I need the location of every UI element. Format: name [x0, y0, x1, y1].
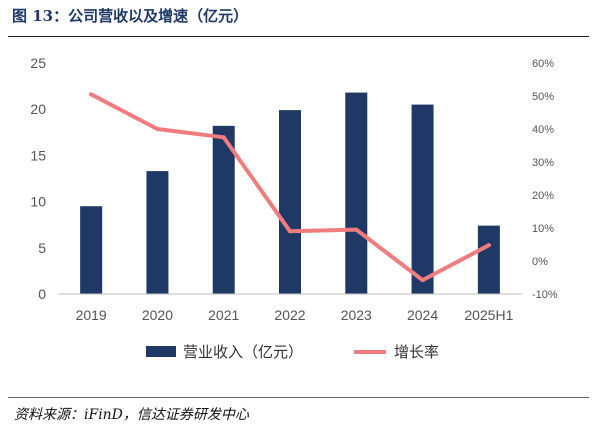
source-note: 资料来源：iFinD，信达证券研发中心	[14, 407, 249, 423]
bar-2023	[345, 92, 368, 295]
growth-point-2023	[354, 227, 359, 232]
bar-2025H1	[477, 225, 500, 294]
growth-point-2021	[221, 135, 226, 140]
source-rule	[8, 397, 589, 398]
right-tick-label: 40%	[532, 124, 554, 136]
x-tick-label: 2021	[208, 307, 239, 323]
bar-2021	[212, 125, 235, 294]
right-tick-label: 30%	[532, 157, 554, 169]
right-tick-label: 20%	[532, 190, 554, 202]
growth-point-2019	[89, 92, 94, 97]
figure-title: 图 13：公司营收以及增速（亿元）	[12, 7, 249, 25]
bar-2022	[279, 110, 301, 295]
bar-2020	[146, 171, 169, 294]
legend-bar-swatch	[146, 346, 176, 357]
line-series	[89, 92, 491, 283]
x-tick-label: 2024	[407, 307, 438, 323]
right-tick-label: 0%	[532, 256, 548, 268]
x-tick-label: 2023	[341, 307, 372, 323]
title-rule	[8, 36, 589, 37]
legend: 营业收入（亿元） 增长率	[146, 343, 439, 361]
bar-series	[80, 92, 500, 295]
left-tick-label: 15	[30, 147, 46, 163]
x-tick-label: 2019	[76, 307, 107, 323]
left-tick-label: 10	[30, 194, 46, 210]
left-tick-label: 0	[38, 286, 46, 302]
left-tick-label: 20	[30, 101, 46, 117]
growth-point-2024	[420, 278, 425, 283]
left-tick-label: 5	[38, 240, 46, 256]
x-tick-label: 2020	[142, 307, 173, 323]
legend-line-label: 增长率	[394, 343, 439, 361]
x-tick-label: 2025H1	[464, 307, 513, 323]
right-tick-label: 10%	[532, 223, 554, 235]
x-tick-label: 2022	[274, 307, 305, 323]
bar-2024	[411, 104, 434, 294]
bar-2019	[80, 206, 103, 294]
right-tick-label: 50%	[532, 91, 554, 103]
growth-point-2020	[155, 127, 160, 131]
right-tick-label: -10%	[532, 289, 558, 301]
tick-labels: 0 5 10 15 20 25 -10% 0% 10% 20% 30% 40% 50% 60% 2019 20…	[30, 55, 557, 323]
legend-bar-label: 营业收入（亿元）	[183, 343, 303, 361]
left-tick-label: 25	[30, 55, 46, 71]
right-tick-label: 60%	[532, 58, 554, 70]
growth-point-2025H1	[486, 243, 491, 248]
growth-point-2022	[288, 229, 292, 234]
